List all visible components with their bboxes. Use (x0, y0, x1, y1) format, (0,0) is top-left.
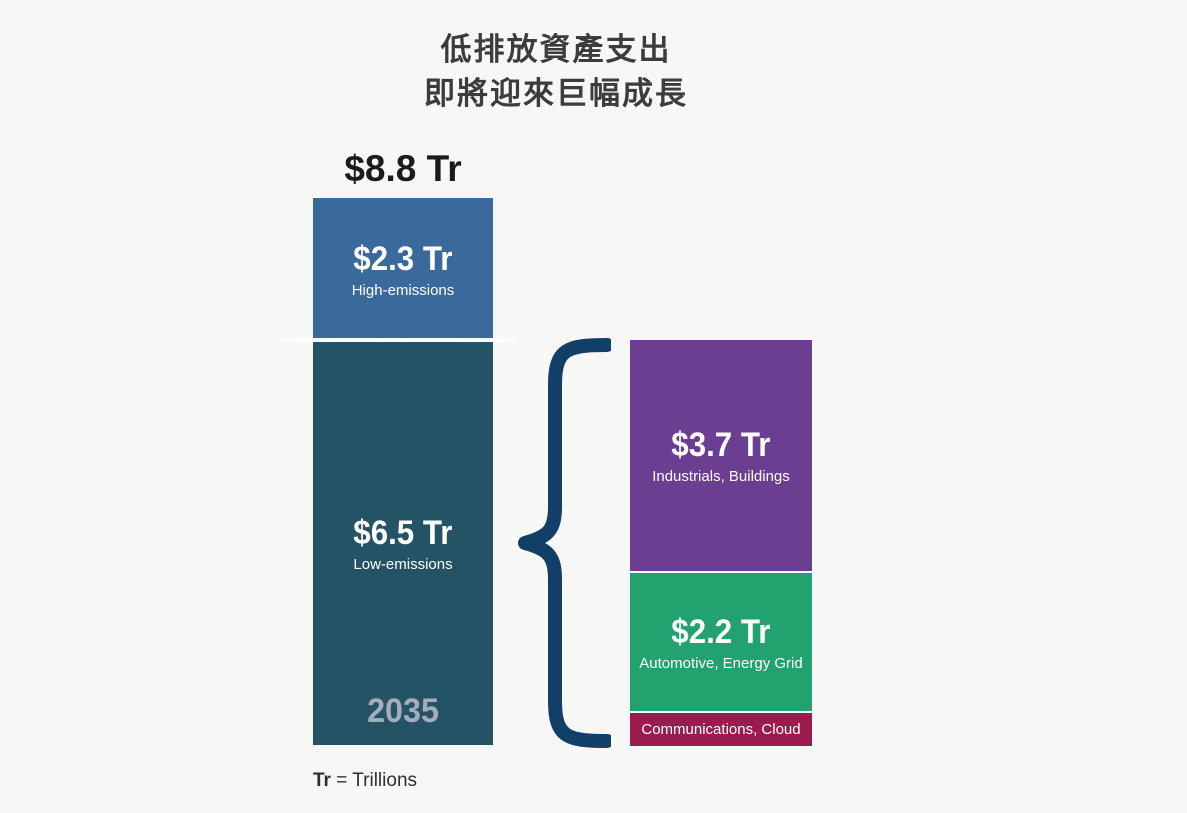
segment-low-emissions: $6.5 Tr Low-emissions 2035 (313, 342, 493, 745)
low-emissions-value: $6.5 Tr (353, 514, 453, 552)
high-emissions-value: $2.3 Tr (353, 239, 453, 278)
footnote: Tr = Trillions (313, 770, 417, 792)
chart-title: 低排放資產支出 即將迎來巨幅成長 (256, 28, 856, 116)
segment-automotive-energy-grid: $2.2 Tr Automotive, Energy Grid (630, 573, 812, 711)
communications-cloud-label: Communications, Cloud (641, 721, 801, 738)
chart-title-line2: 即將迎來巨幅成長 (424, 76, 688, 111)
curly-brace-icon (518, 338, 611, 748)
automotive-energy-grid-value: $2.2 Tr (671, 612, 771, 651)
chart-title-line1: 低排放資產支出 (440, 32, 672, 67)
industrials-buildings-value: $3.7 Tr (671, 426, 771, 464)
low-emissions-label: Low-emissions (353, 556, 453, 573)
segment-industrials-buildings: $3.7 Tr Industrials, Buildings (630, 340, 812, 571)
segment-high-emissions: $2.3 Tr High-emissions (313, 198, 493, 340)
footnote-definition: = Trillions (330, 770, 418, 791)
year-label: 2035 (367, 692, 439, 730)
high-emissions-label: High-emissions (351, 281, 455, 299)
segment-communications-cloud: Communications, Cloud (630, 713, 812, 746)
footnote-abbr: Tr (313, 770, 331, 791)
automotive-energy-grid-label: Automotive, Energy Grid (639, 654, 803, 672)
industrials-buildings-label: Industrials, Buildings (652, 468, 790, 485)
segment-divider-line (281, 338, 523, 343)
total-value-label: $8.8 Tr (344, 148, 462, 189)
